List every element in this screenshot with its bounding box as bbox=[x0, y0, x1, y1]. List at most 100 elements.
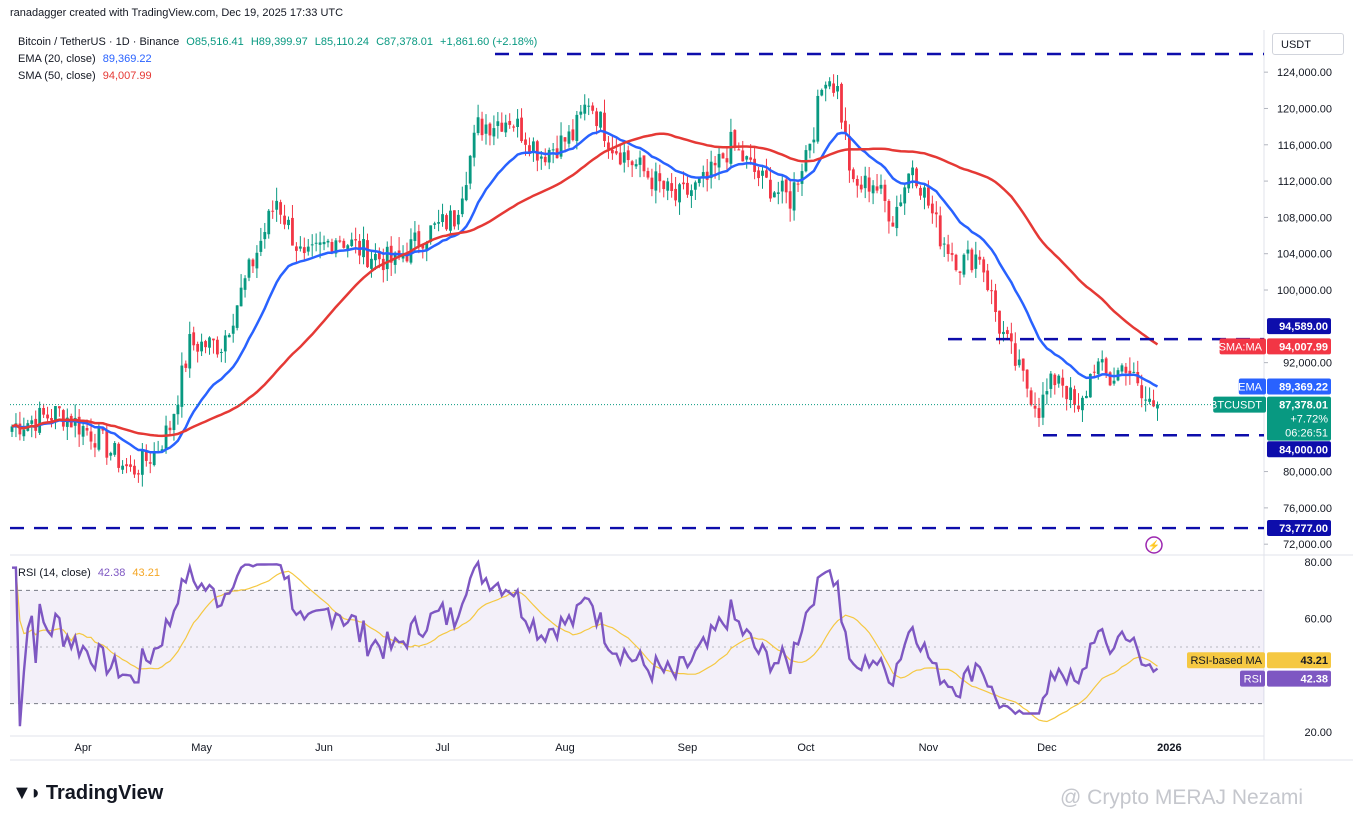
candle-body bbox=[927, 187, 930, 206]
y-tick-label: 120,000.00 bbox=[1277, 103, 1332, 115]
tradingview-logo[interactable]: ▼◗ TradingView bbox=[12, 782, 163, 805]
candle-body bbox=[701, 172, 705, 177]
candle-body bbox=[97, 427, 101, 450]
candle-body bbox=[295, 246, 298, 251]
candle-body bbox=[642, 155, 646, 172]
candle-body bbox=[1108, 372, 1112, 386]
candle-body bbox=[571, 129, 575, 141]
x-tick-label: Oct bbox=[797, 742, 814, 754]
candle-body bbox=[1069, 387, 1072, 401]
candle-body bbox=[1085, 395, 1088, 399]
candle-body bbox=[903, 187, 907, 204]
candle-body bbox=[532, 141, 535, 153]
candle-body bbox=[504, 122, 508, 133]
candle-body bbox=[235, 305, 239, 328]
tag-rsi-name: RSI bbox=[1244, 674, 1262, 686]
candle-body bbox=[354, 239, 358, 241]
candle-body bbox=[247, 259, 251, 278]
y-tick-label: 108,000.00 bbox=[1277, 212, 1332, 224]
ema-legend-value: 89,369.22 bbox=[102, 53, 152, 65]
candle-body bbox=[567, 131, 571, 144]
candle-body bbox=[152, 452, 156, 466]
candle-body bbox=[168, 427, 172, 431]
y-tick-label: 124,000.00 bbox=[1277, 67, 1332, 79]
candle-body bbox=[255, 252, 259, 269]
candle-body bbox=[460, 198, 464, 215]
candle-body bbox=[129, 464, 132, 467]
candle-body bbox=[551, 149, 555, 151]
candle-body bbox=[1065, 386, 1069, 400]
tag-level-high: 94,589.00 bbox=[1279, 321, 1328, 333]
candle-body bbox=[682, 182, 685, 185]
candle-body bbox=[1128, 370, 1132, 375]
rsi-y-tick-label: 80.00 bbox=[1304, 557, 1332, 569]
candle-body bbox=[50, 418, 53, 421]
candle-body bbox=[441, 214, 444, 223]
tag-rsi-ma-name-bg bbox=[1187, 652, 1265, 669]
candle-body bbox=[125, 464, 128, 467]
y-tick-label: 76,000.00 bbox=[1283, 503, 1332, 515]
candle-body bbox=[887, 201, 891, 222]
candle-body bbox=[630, 161, 634, 166]
tag-ema-value: 89,369.22 bbox=[1279, 382, 1328, 394]
candle-body bbox=[1009, 333, 1013, 342]
candle-body bbox=[239, 287, 243, 307]
candle-body bbox=[733, 130, 737, 148]
candle-body bbox=[686, 182, 689, 195]
candle-body bbox=[705, 171, 709, 180]
candle-body bbox=[492, 128, 496, 137]
candle-body bbox=[61, 410, 65, 427]
candle-body bbox=[271, 210, 275, 212]
candle-body bbox=[986, 270, 990, 291]
tag-ema-value-bg bbox=[1267, 378, 1331, 395]
candle-body bbox=[453, 210, 456, 227]
candle-body bbox=[697, 177, 701, 184]
candle-body bbox=[796, 183, 800, 185]
candle-body bbox=[223, 335, 227, 352]
symbol-title[interactable]: Bitcoin / TetherUS · 1D · Binance bbox=[18, 36, 180, 48]
candle-body bbox=[800, 171, 804, 184]
candle-body bbox=[1112, 380, 1116, 384]
y-tick-label: 100,000.00 bbox=[1277, 285, 1332, 297]
tag-last-change: +7.72% bbox=[1290, 414, 1328, 426]
candle-body bbox=[366, 240, 369, 268]
candle-body bbox=[456, 214, 460, 225]
watermark: @ Crypto MERAJ Nezami bbox=[1060, 786, 1304, 809]
candle-body bbox=[302, 247, 306, 254]
candle-body bbox=[1006, 330, 1009, 334]
candle-body bbox=[283, 215, 286, 225]
y-tick-label: 112,000.00 bbox=[1278, 176, 1332, 188]
candle-body bbox=[1002, 331, 1005, 335]
candle-body bbox=[1120, 365, 1124, 372]
candle-body bbox=[535, 141, 539, 161]
candle-body bbox=[85, 428, 89, 431]
candle-body bbox=[792, 182, 796, 211]
candle-body bbox=[670, 183, 674, 191]
rsi-y-tick-label: 60.00 bbox=[1304, 614, 1332, 626]
rsi-ma-line bbox=[12, 567, 1158, 723]
candle-body bbox=[279, 202, 282, 215]
candle-body bbox=[405, 255, 409, 262]
candle-body bbox=[725, 158, 729, 163]
candle-body bbox=[464, 185, 468, 201]
candle-body bbox=[500, 122, 504, 132]
candle-body bbox=[346, 245, 350, 250]
candle-body bbox=[350, 239, 354, 247]
candle-body bbox=[58, 406, 61, 409]
candle-body bbox=[970, 249, 974, 271]
candle-body bbox=[587, 105, 591, 107]
candle-body bbox=[204, 341, 207, 348]
sma-legend[interactable]: SMA (50, close) 94,007.99 bbox=[18, 70, 152, 82]
candle-body bbox=[919, 187, 922, 196]
currency-unit-button[interactable]: USDT bbox=[1272, 33, 1344, 55]
rsi-legend[interactable]: RSI (14, close) 42.38 43.21 bbox=[18, 567, 160, 579]
candle-body bbox=[1104, 358, 1108, 374]
candle-body bbox=[923, 187, 926, 198]
alert-bolt-glyph: ⚡ bbox=[1148, 539, 1160, 552]
candle-body bbox=[216, 339, 219, 355]
sma-legend-value: 94,007.99 bbox=[102, 70, 152, 82]
ema-legend[interactable]: EMA (20, close) 89,369.22 bbox=[18, 53, 152, 65]
x-tick-label: Aug bbox=[555, 742, 575, 754]
candle-body bbox=[200, 341, 203, 352]
